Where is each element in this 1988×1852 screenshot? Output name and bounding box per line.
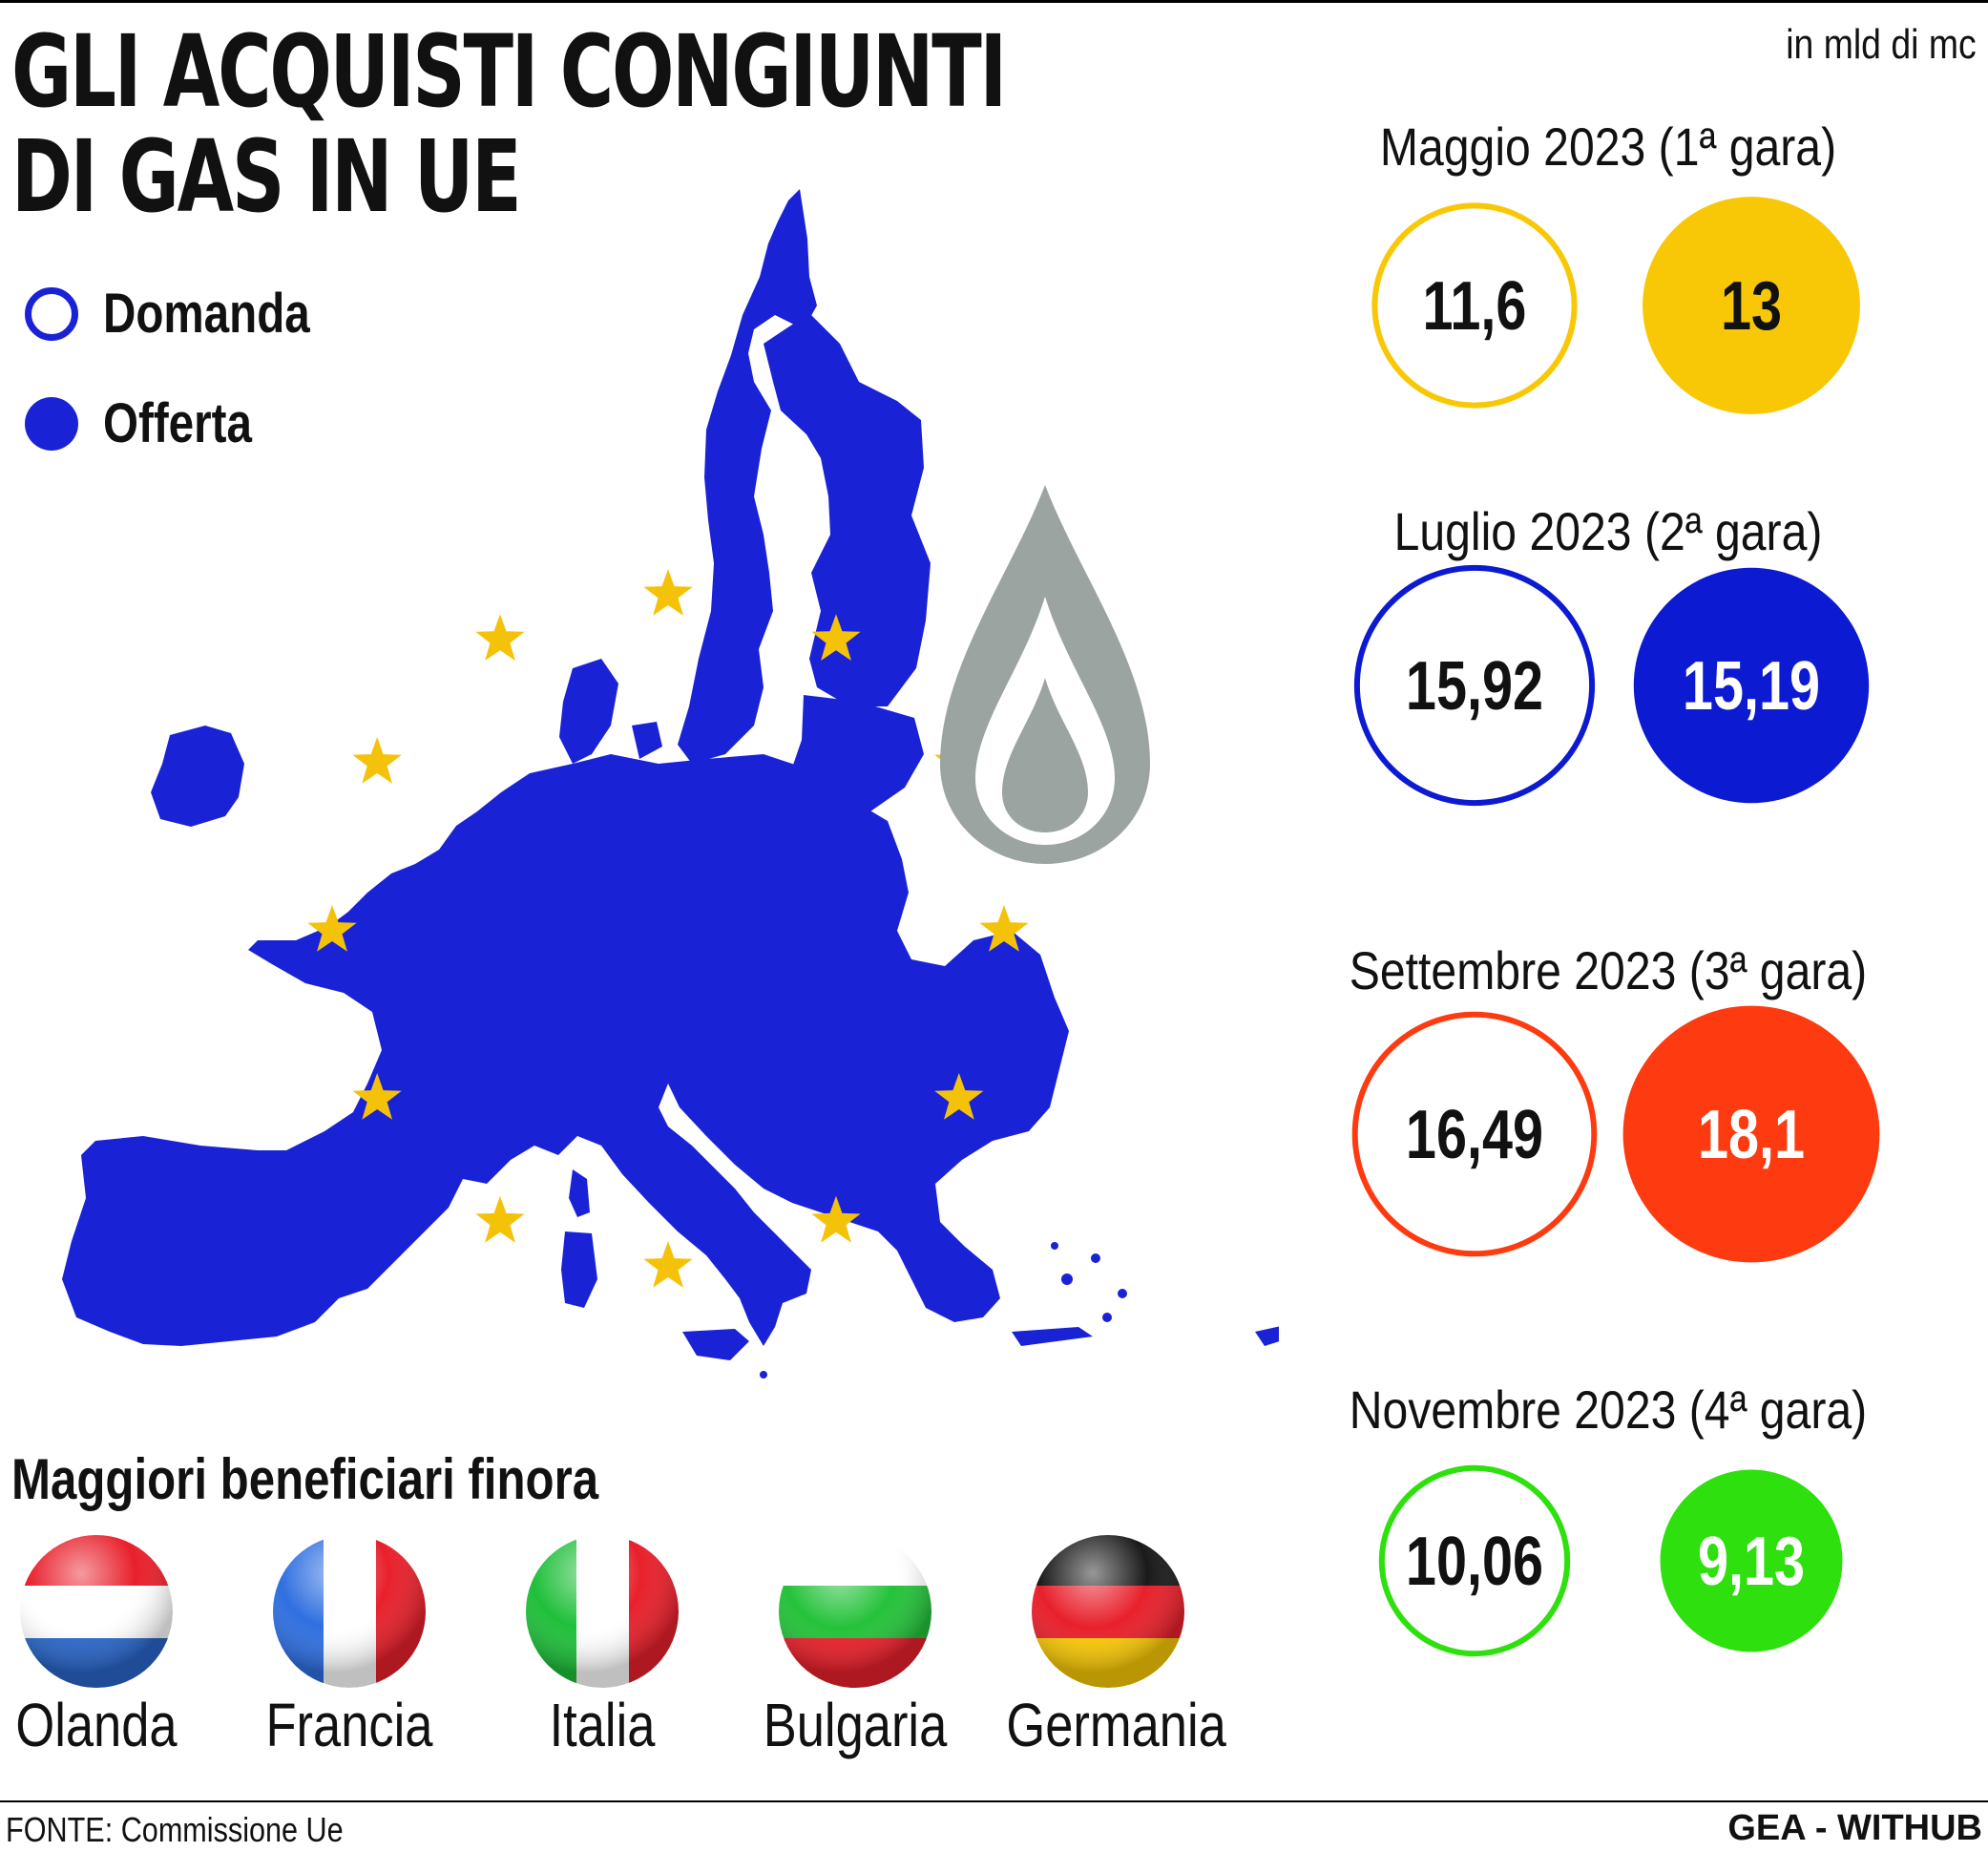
country-label-olanda: Olanda — [15, 1691, 178, 1759]
round-label: Settembre 2023 (3ª gara) — [1350, 942, 1867, 1001]
outline-circle-icon — [25, 286, 78, 341]
supply-bubble — [1622, 1005, 1880, 1263]
country-label-bulgaria: Bulgaria — [763, 1691, 948, 1759]
round-label: Maggio 2023 (1ª gara) — [1380, 118, 1836, 178]
demand-value-label: 15,92 — [1406, 647, 1543, 725]
gas-flame-icon — [940, 485, 1150, 864]
demand-value-label: 16,49 — [1406, 1096, 1543, 1173]
title-line-2: DI GAS IN UE — [11, 118, 522, 235]
page-title: GLI ACQUISTI CONGIUNTI DI GAS IN UE — [11, 13, 1007, 235]
supply-value-label: 13 — [1721, 267, 1782, 345]
france-flag-icon — [273, 1535, 426, 1688]
top-rule — [0, 0, 1988, 3]
round-label: Novembre 2023 (4ª gara) — [1350, 1381, 1867, 1441]
demand-bubble — [1353, 564, 1596, 807]
eu-star — [475, 614, 525, 661]
eu-star — [979, 905, 1029, 952]
legend-supply-label: Offerta — [103, 392, 252, 454]
demand-bubble — [1351, 1011, 1598, 1257]
italy-flag-icon — [526, 1535, 679, 1688]
credit-label: GEA - WITHUB — [1727, 1808, 1982, 1848]
demand-value-label: 11,6 — [1423, 267, 1527, 345]
germany-flag-icon — [1032, 1535, 1184, 1688]
country-label-italia: Italia — [549, 1691, 656, 1759]
supply-value-label: 9,13 — [1698, 1523, 1805, 1600]
supply-value-label: 15,19 — [1683, 647, 1820, 725]
supply-bubble — [1633, 567, 1870, 804]
demand-bubble — [1378, 1464, 1571, 1657]
eu-map — [62, 189, 1279, 1378]
eu-star — [643, 1241, 693, 1288]
netherlands-flag-icon — [20, 1535, 173, 1688]
bottom-rule — [0, 1800, 1988, 1802]
bubble-chart: Maggio 2023 (1ª gara) 11,6 13 Luglio 2023 (… — [1350, 118, 1880, 1657]
eu-star — [811, 614, 861, 661]
unit-label: in mld di mc — [1786, 21, 1977, 68]
bulgaria-flag-icon — [779, 1535, 931, 1688]
legend-supply: Offerta — [25, 391, 284, 455]
eu-map-shape — [62, 189, 1279, 1378]
eu-star — [811, 1195, 861, 1243]
demand-value-label: 10,06 — [1406, 1523, 1543, 1600]
country-label-francia: Francia — [265, 1691, 433, 1759]
supply-bubble — [1643, 197, 1860, 414]
demand-bubble — [1371, 202, 1578, 409]
eu-star — [934, 1073, 984, 1120]
supply-value-label: 18,1 — [1698, 1096, 1805, 1173]
beneficiaries-title: Maggiori beneficiari finora — [11, 1447, 599, 1511]
eu-star — [307, 905, 357, 952]
title-line-1: GLI ACQUISTI CONGIUNTI — [11, 13, 1007, 130]
supply-bubble — [1660, 1469, 1843, 1652]
eu-star — [352, 737, 402, 784]
round-label: Luglio 2023 (2ª gara) — [1394, 503, 1823, 562]
filled-circle-icon — [25, 396, 78, 451]
legend-demand: Domanda — [25, 282, 355, 346]
source-note: FONTE: Commissione Ue — [6, 1810, 344, 1849]
eu-star — [475, 1195, 525, 1243]
legend-demand-label: Domanda — [103, 283, 310, 345]
country-label-germania: Germania — [1006, 1691, 1226, 1759]
eu-star — [352, 1073, 402, 1120]
eu-star — [643, 569, 693, 616]
